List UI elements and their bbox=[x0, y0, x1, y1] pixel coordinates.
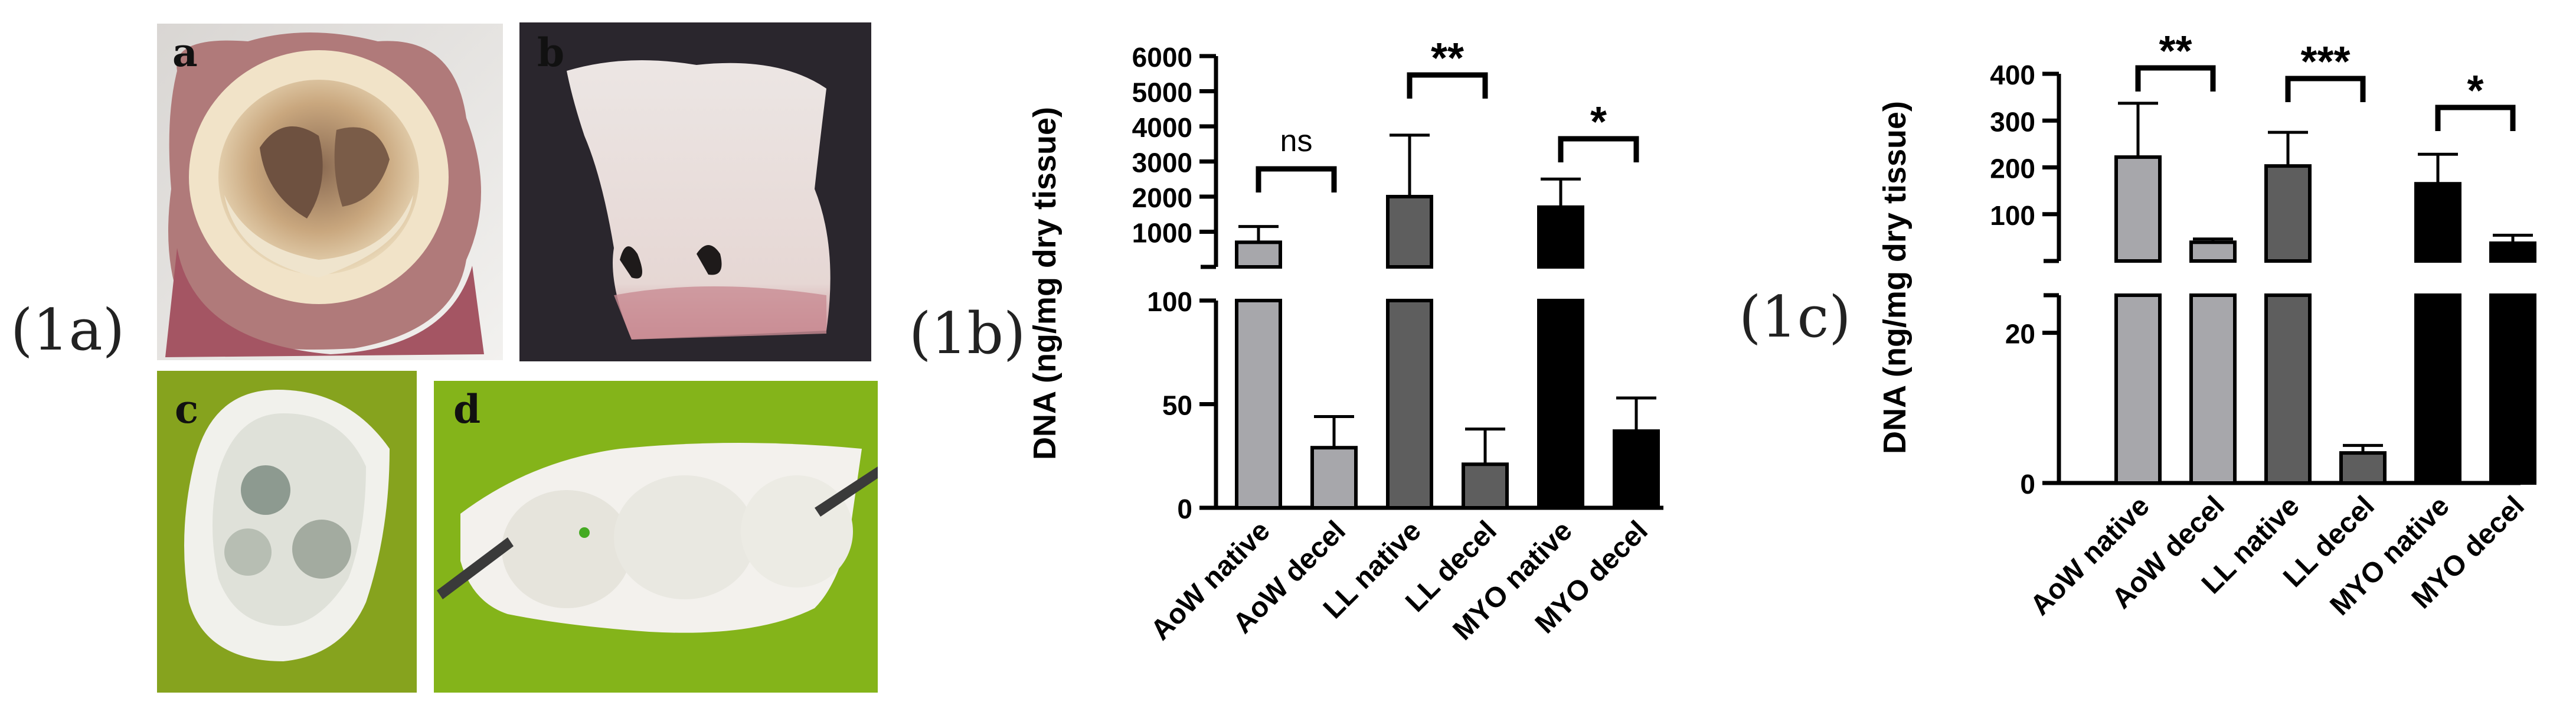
photo-letter-d: d bbox=[453, 386, 480, 432]
photo-d bbox=[434, 381, 878, 693]
c1c-ytick-lower-0: 0 bbox=[2020, 469, 2035, 500]
c1c-ytick-upper-200: 200 bbox=[1990, 154, 2035, 184]
c1c-bar-1-lower bbox=[2189, 293, 2237, 485]
photo-letter-b: b bbox=[537, 30, 564, 76]
panel-label-1c: (1c) bbox=[1739, 284, 1851, 350]
c1b-ytick-lower-50: 50 bbox=[1162, 390, 1192, 421]
c1b-bar-4-lower bbox=[1537, 299, 1584, 510]
c1b-sig-label-1: ** bbox=[1431, 35, 1464, 82]
c1b-sig-bracket-0 bbox=[1256, 166, 1337, 192]
c1c-sig-bracket-1 bbox=[2285, 76, 2366, 102]
c1c-bar-3 bbox=[2339, 451, 2387, 485]
chart1-ylabel: DNA (ng/mg dry tissue) bbox=[1027, 107, 1063, 460]
c1c-sig-bracket-0 bbox=[2135, 65, 2216, 92]
photo-a bbox=[157, 24, 503, 360]
c1b-bar-2-lower bbox=[1386, 299, 1433, 510]
c1b-sig-label-0: ns bbox=[1280, 124, 1313, 158]
c1b-bar-0 bbox=[1235, 240, 1282, 269]
c1c-bar-5 bbox=[2489, 241, 2536, 263]
c1b-sig-bracket-1 bbox=[1407, 72, 1488, 99]
c1c-bar-2-lower bbox=[2264, 293, 2312, 485]
c1b-ytick-upper-5000: 5000 bbox=[1132, 77, 1192, 108]
c1c-bar-4-lower bbox=[2414, 293, 2461, 485]
c1c-sig-label-1: *** bbox=[2300, 38, 2350, 86]
c1c-bar-0 bbox=[2114, 155, 2162, 263]
panel-label-1a: (1a) bbox=[11, 297, 125, 363]
photo-b bbox=[519, 22, 871, 361]
c1b-bar-5 bbox=[1613, 429, 1660, 510]
c1c-bar-5-lower bbox=[2489, 293, 2536, 485]
panel-label-1b: (1b) bbox=[909, 301, 1025, 367]
c1b-bar-2 bbox=[1386, 195, 1433, 269]
c1c-ytick-upper-400: 400 bbox=[1990, 60, 2035, 90]
c1c-sig-bracket-2 bbox=[2435, 105, 2516, 131]
c1b-ytick-upper-2000: 2000 bbox=[1132, 182, 1192, 213]
c1b-ytick-upper-1000: 1000 bbox=[1132, 218, 1192, 249]
c1b-bar-3 bbox=[1462, 462, 1509, 510]
c1c-ytick-upper-300: 300 bbox=[1990, 106, 2035, 137]
c1c-bar-4 bbox=[2414, 182, 2461, 263]
c1c-ytick-lower-20: 20 bbox=[2005, 319, 2035, 350]
c1c-bar-2 bbox=[2264, 164, 2312, 263]
c1b-sig-label-2: * bbox=[1590, 99, 1607, 146]
c1c-sig-label-0: ** bbox=[2159, 28, 2192, 75]
c1b-ytick-lower-100: 100 bbox=[1147, 286, 1192, 317]
c1c-bar-0-lower bbox=[2114, 293, 2162, 485]
photo-c bbox=[157, 371, 417, 693]
c1b-bar-1 bbox=[1310, 446, 1358, 510]
c1b-bar-4 bbox=[1537, 205, 1584, 269]
c1c-sig-label-2: * bbox=[2467, 67, 2483, 115]
c1b-sig-bracket-2 bbox=[1558, 136, 1639, 162]
c1b-ytick-upper-6000: 6000 bbox=[1132, 42, 1192, 73]
c1b-bar-0-lower bbox=[1235, 299, 1282, 510]
c1c-ytick-upper-100: 100 bbox=[1990, 200, 2035, 231]
c1b-ytick-upper-3000: 3000 bbox=[1132, 148, 1192, 178]
photo-letter-c: c bbox=[175, 386, 198, 432]
photo-letter-a: a bbox=[172, 30, 198, 76]
c1b-ytick-upper-4000: 4000 bbox=[1132, 112, 1192, 143]
chart2-ylabel: DNA (ng/mg dry tissue) bbox=[1877, 101, 1913, 454]
c1b-ytick-lower-0: 0 bbox=[1177, 494, 1192, 524]
c1c-bar-1 bbox=[2189, 240, 2237, 263]
